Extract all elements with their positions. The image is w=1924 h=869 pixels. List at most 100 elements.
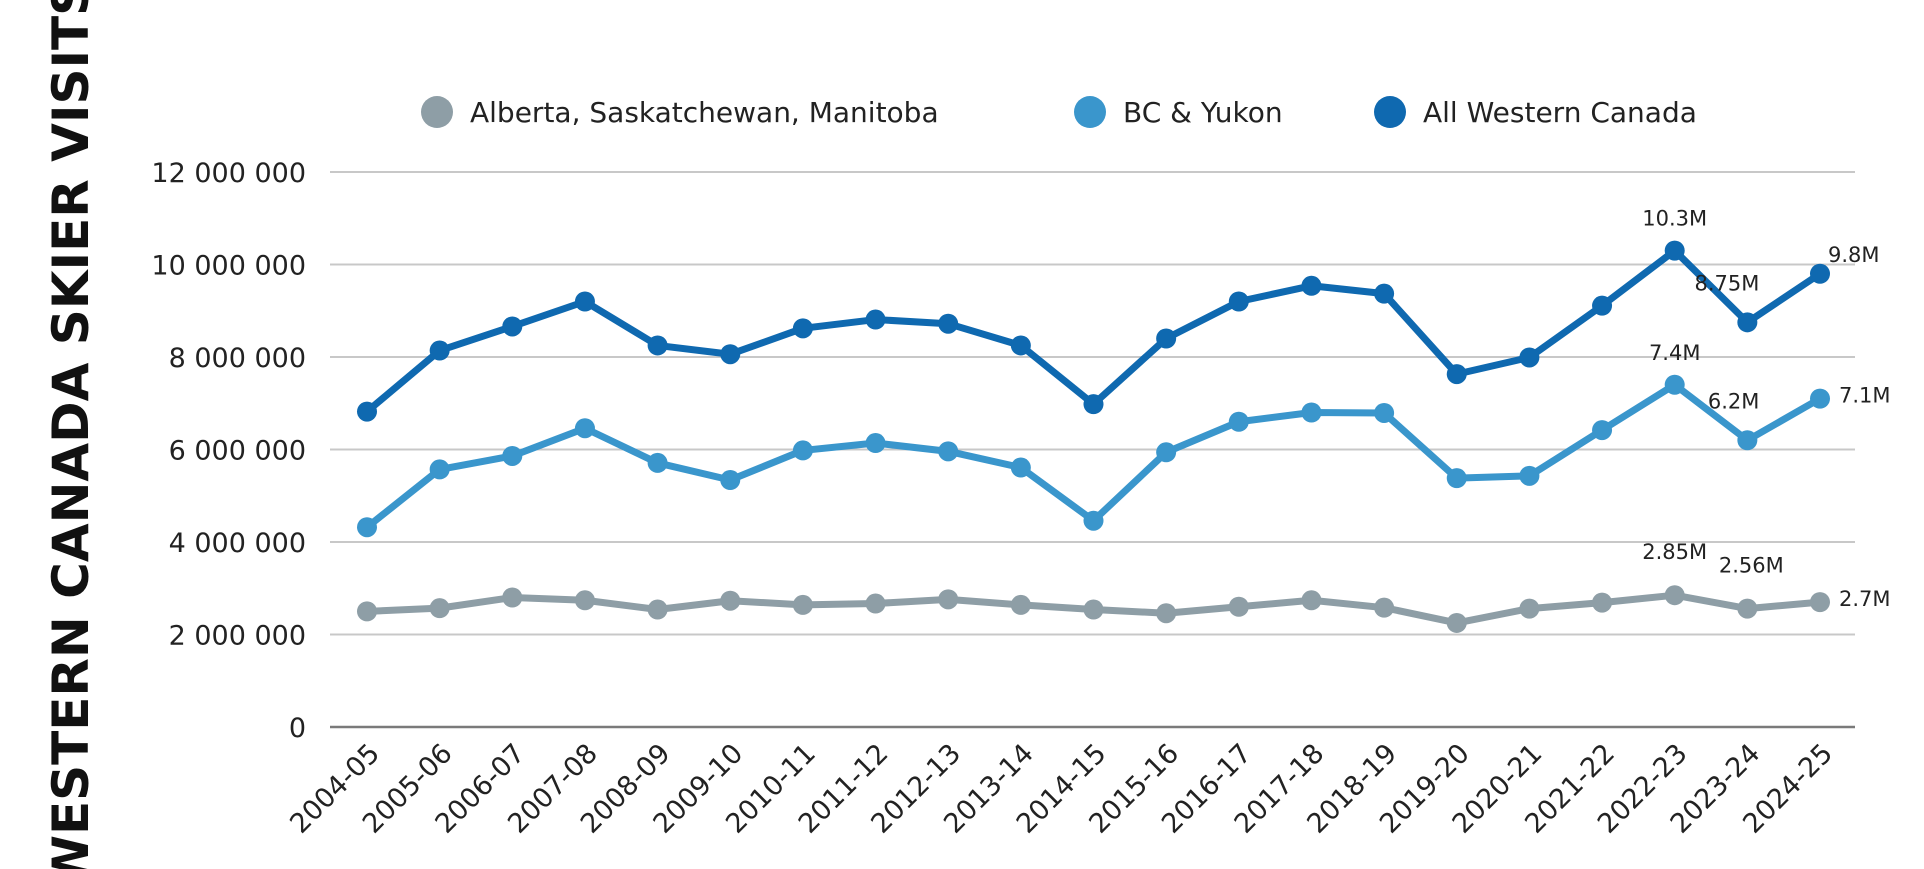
data-point	[1664, 374, 1685, 395]
data-point	[1664, 240, 1685, 261]
series-line	[363, 247, 1824, 416]
data-point	[1810, 592, 1830, 613]
data-label: 10.3M	[1642, 207, 1707, 231]
data-point	[1446, 612, 1467, 633]
data-point	[1156, 603, 1177, 624]
y-tick-label: 10 000 000	[151, 251, 306, 282]
data-point	[429, 598, 450, 619]
data-point	[1301, 402, 1322, 423]
y-tick-label: 4 000 000	[169, 528, 306, 559]
data-point	[647, 599, 668, 620]
data-point	[1519, 465, 1540, 486]
data-point	[1228, 291, 1249, 312]
y-tick-label: 2 000 000	[169, 621, 306, 652]
data-labels: 10.3M 8.75M 9.8M 7.4M 6.2M 7.1M 2.85M 2.56M 2.7M	[1642, 207, 1890, 612]
gridlines	[330, 171, 1855, 729]
data-point	[574, 291, 595, 312]
data-point	[938, 441, 959, 462]
data-point	[1156, 442, 1177, 463]
data-point	[357, 401, 377, 422]
x-axis-ticks: 2004-052005-062006-072007-082008-092009-…	[284, 738, 1839, 840]
data-point	[502, 587, 523, 608]
data-point	[429, 340, 450, 361]
y-axis-title: WESTERN CANADA SKIER VISITS	[42, 0, 100, 869]
data-point	[1737, 312, 1758, 333]
data-point	[1010, 594, 1031, 615]
data-point	[1301, 590, 1322, 611]
data-point	[1374, 597, 1395, 618]
data-point	[357, 517, 377, 538]
data-point	[647, 452, 668, 473]
data-point	[647, 335, 668, 356]
data-point	[1737, 430, 1758, 451]
data-point	[1301, 275, 1322, 296]
data-label: 2.56M	[1719, 554, 1784, 578]
data-point	[1446, 468, 1467, 489]
legend: Alberta, Saskatchewan, Manitoba BC & Yuko…	[421, 96, 1697, 129]
data-point	[1083, 510, 1104, 531]
legend-label: Alberta, Saskatchewan, Manitoba	[470, 96, 939, 129]
data-point	[1737, 598, 1758, 619]
legend-marker	[1374, 96, 1406, 128]
data-point	[1228, 411, 1249, 432]
data-label: 7.4M	[1649, 341, 1701, 365]
y-tick-label: 0	[289, 713, 306, 744]
data-point	[1664, 585, 1685, 606]
data-point	[1083, 599, 1104, 620]
series-layer	[357, 240, 1830, 633]
legend-marker	[421, 96, 453, 128]
data-point	[1083, 394, 1104, 415]
data-point	[357, 601, 377, 622]
legend-item: All Western Canada	[1374, 96, 1697, 129]
data-point	[574, 418, 595, 439]
data-point	[720, 344, 741, 365]
data-point	[1810, 263, 1830, 284]
data-label: 7.1M	[1839, 384, 1891, 408]
data-point	[502, 316, 523, 337]
data-point	[1010, 335, 1031, 356]
data-point	[1228, 596, 1249, 617]
data-point	[1810, 388, 1830, 409]
y-tick-label: 12 000 000	[151, 158, 306, 189]
data-point	[1519, 598, 1540, 619]
legend-label: All Western Canada	[1423, 96, 1697, 129]
data-point	[502, 445, 523, 466]
data-point	[1592, 592, 1613, 613]
data-label: 6.2M	[1708, 389, 1760, 413]
data-label: 8.75M	[1694, 271, 1759, 295]
y-axis-ticks: 0 2 000 000 4 000 000 6 000 000 8 000 000 10 …	[151, 158, 306, 744]
series-1	[357, 374, 1830, 538]
data-label: 2.85M	[1642, 540, 1707, 564]
data-point	[1592, 295, 1613, 316]
data-point	[865, 433, 886, 454]
legend-label: BC & Yukon	[1123, 96, 1283, 129]
data-point	[792, 318, 813, 339]
data-point	[720, 470, 741, 491]
data-point	[792, 594, 813, 615]
data-point	[865, 593, 886, 614]
data-point	[792, 440, 813, 461]
data-point	[574, 590, 595, 611]
data-point	[1374, 402, 1395, 423]
legend-item: BC & Yukon	[1074, 96, 1283, 129]
series-0	[357, 585, 1830, 633]
data-label: 9.8M	[1828, 243, 1880, 267]
data-point	[1156, 328, 1177, 349]
data-point	[865, 309, 886, 330]
data-point	[1519, 347, 1540, 368]
data-point	[429, 459, 450, 480]
data-point	[720, 590, 741, 611]
data-point	[1446, 364, 1467, 385]
y-tick-label: 8 000 000	[169, 343, 306, 374]
data-point	[1592, 420, 1613, 441]
data-label: 2.7M	[1839, 587, 1891, 611]
legend-item: Alberta, Saskatchewan, Manitoba	[421, 96, 939, 129]
data-point	[938, 313, 959, 334]
y-tick-label: 6 000 000	[169, 436, 306, 467]
legend-marker	[1074, 96, 1106, 128]
data-point	[1374, 283, 1395, 304]
data-point	[1010, 457, 1031, 478]
data-point	[938, 589, 959, 610]
series-2	[357, 240, 1830, 422]
